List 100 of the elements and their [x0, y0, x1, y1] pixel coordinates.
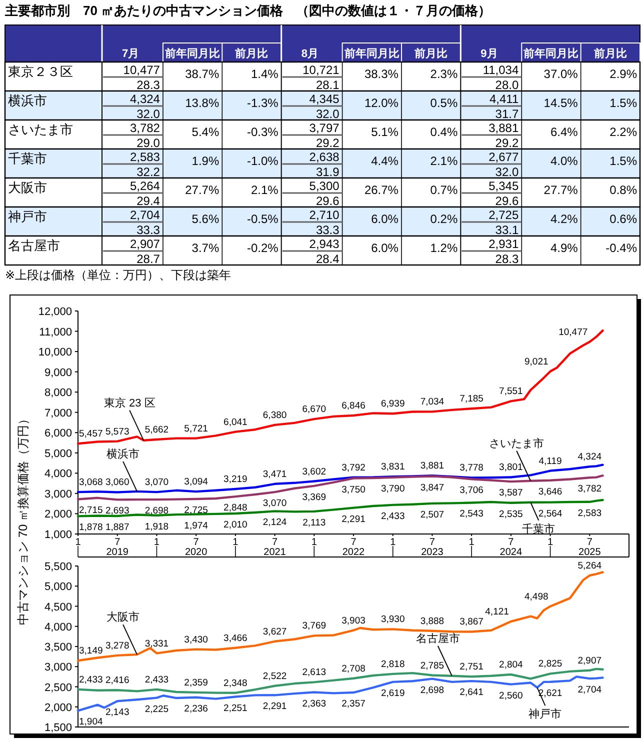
annotation: 大阪市: [106, 610, 140, 624]
data-label: 4,121: [485, 606, 509, 618]
text: 6.4%: [550, 125, 578, 139]
text: 2.1%: [250, 183, 278, 197]
text: 4.4%: [371, 154, 398, 168]
category-label: 8月: [301, 48, 318, 60]
data-label: 2,543: [460, 508, 484, 520]
data-label: 2,357: [342, 698, 366, 710]
x-tick-label: 1: [75, 537, 82, 548]
text: 2,710: [309, 208, 340, 222]
text: 2,907: [130, 237, 160, 251]
text: 2.1%: [430, 154, 458, 168]
data-label: 3,782: [578, 484, 602, 495]
text: 3,797: [309, 121, 340, 135]
data-label: 2,641: [460, 687, 484, 698]
data-label: 5,264: [578, 560, 602, 572]
text: 32.0: [316, 107, 340, 121]
data-label: 3,070: [262, 498, 287, 510]
text: 4,345: [309, 92, 340, 106]
data-label: 7,034: [420, 396, 444, 408]
data-label: 3,466: [224, 632, 248, 644]
x-tick-label: 1: [154, 537, 160, 548]
text: 38.3%: [364, 67, 398, 81]
data-label: 6,041: [224, 416, 248, 428]
category-label: 前年同月比: [343, 47, 400, 60]
x-tick-label: 7: [114, 537, 121, 548]
data-label: 5,573: [105, 426, 130, 438]
data-label: 2,113: [302, 517, 326, 528]
data-label: 4,324: [578, 452, 602, 463]
data-label: 1,904: [79, 716, 103, 728]
data-label: 3,706: [460, 485, 484, 496]
annotation: 東京 23 区: [104, 396, 156, 410]
text: 2.9%: [610, 67, 637, 81]
x2-tick-label: 2023: [421, 547, 444, 558]
text: 27.7%: [544, 183, 578, 197]
data-label: 3,602: [302, 466, 326, 478]
data-label: 3,881: [420, 460, 444, 472]
text: 0.6%: [610, 212, 637, 226]
text: 4,411: [490, 92, 519, 106]
data-label: 2,535: [499, 508, 523, 520]
x-tick-label: 7: [272, 537, 278, 548]
annotation: 神戸市: [528, 708, 562, 721]
x-tick-label: 7: [508, 537, 514, 548]
text: 3.7%: [192, 241, 220, 255]
text: 5,300: [309, 179, 340, 193]
data-label: 6,939: [380, 398, 405, 410]
text: 33.3: [136, 223, 160, 237]
data-label: 3,888: [420, 616, 444, 627]
data-label: 2,124: [262, 517, 287, 528]
x-tick-label: 1: [390, 537, 396, 548]
text: 主要都市別 70 ㎡あたりの中古マンション価格 （図中の数値は１・７月の価格）: [4, 3, 492, 18]
x2-tick-label: 2024: [500, 547, 522, 558]
y-tick-label: 3,000: [44, 662, 72, 674]
data-label: 10,477: [558, 326, 588, 338]
annotation: 横浜市: [106, 447, 140, 460]
text: 14.5%: [544, 96, 578, 110]
data-label: 3,778: [460, 462, 484, 474]
text: 0.5%: [430, 96, 458, 110]
text: 27.7%: [185, 183, 220, 197]
y-tick-label: 2,000: [44, 702, 72, 714]
y-tick-label: 3,000: [44, 488, 72, 500]
text: 3,782: [130, 121, 160, 135]
y-tick-label: 4,000: [44, 468, 72, 480]
data-label: 2,433: [380, 510, 405, 522]
data-label: 2,433: [79, 674, 103, 686]
text: 3,881: [488, 121, 519, 135]
x-tick-label: 7: [586, 537, 593, 548]
text: 28.1: [316, 78, 340, 92]
data-label: 3,587: [499, 488, 523, 499]
data-label: 2,848: [224, 502, 248, 514]
data-label: 2,704: [578, 684, 602, 696]
text: 33.3: [316, 223, 340, 237]
text: 32.0: [136, 107, 160, 121]
data-label: 2,751: [460, 662, 484, 673]
data-label: 3,219: [224, 474, 248, 486]
y-tick-label: 1,000: [44, 529, 72, 541]
data-label: 2,507: [420, 509, 444, 520]
data-label: 3,903: [342, 615, 366, 626]
text: 4,324: [130, 92, 160, 106]
text: 5.1%: [371, 125, 398, 139]
text: 1.4%: [250, 67, 278, 81]
y-tick-label: 8,000: [44, 387, 72, 400]
data-label: 2,433: [144, 674, 169, 686]
data-label: 3,278: [105, 640, 130, 652]
data-label: 1,918: [144, 521, 169, 532]
text: 10,477: [123, 63, 160, 77]
data-label: 3,769: [302, 620, 326, 632]
x-tick-label: 1: [468, 537, 475, 548]
text: 10,721: [302, 63, 340, 77]
category-label: 前月比: [234, 47, 268, 60]
text: 13.8%: [185, 96, 220, 110]
text: 32.2: [136, 165, 160, 179]
data-label: 2,143: [105, 707, 130, 718]
text: 38.7%: [185, 67, 220, 81]
annotation: 名古屋市: [416, 632, 460, 645]
data-label: 2,804: [499, 660, 523, 671]
data-label: 2,785: [420, 660, 444, 672]
category-label: 東京２３区: [8, 64, 73, 79]
data-label: 2,522: [262, 670, 287, 682]
text: 33.1: [495, 223, 519, 237]
